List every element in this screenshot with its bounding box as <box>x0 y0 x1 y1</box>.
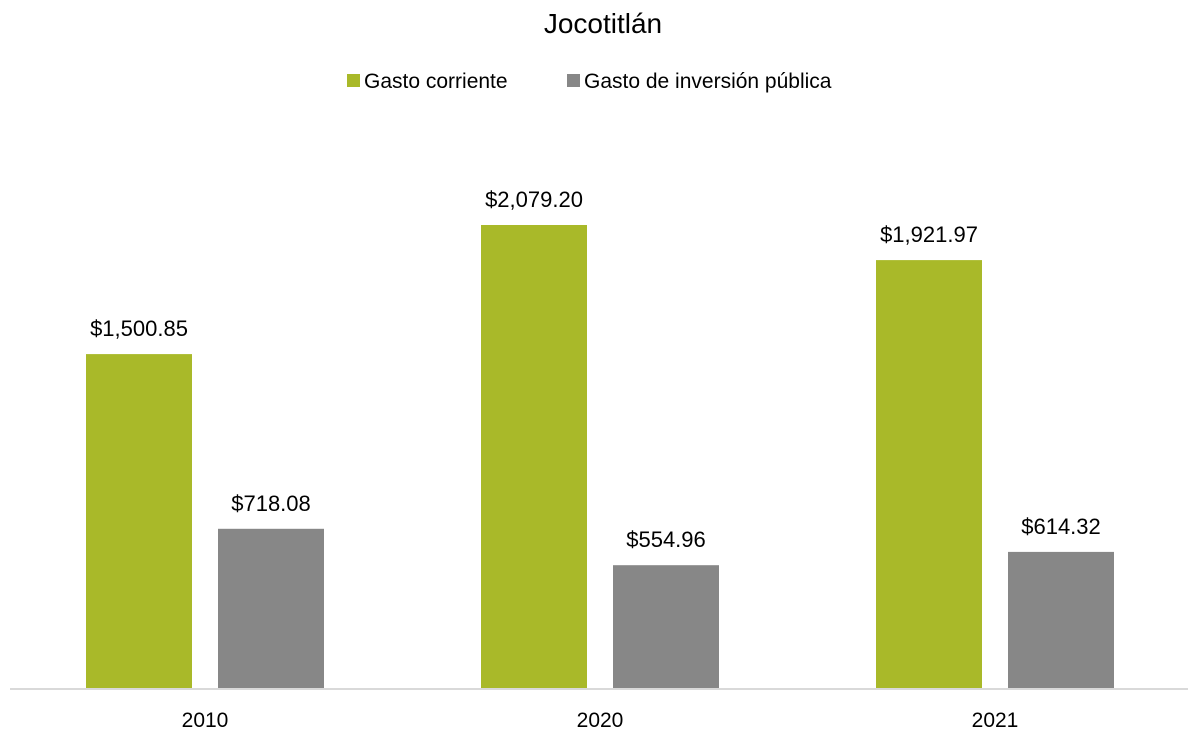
data-label: $718.08 <box>231 491 311 516</box>
bar <box>613 565 719 689</box>
bar <box>86 354 192 689</box>
legend-item: Gasto corriente <box>347 70 508 93</box>
chart-title: Jocotitlán <box>544 8 662 39</box>
data-label: $614.32 <box>1021 514 1101 539</box>
legend-label: Gasto de inversión pública <box>584 70 832 93</box>
bar-group: $2,079.20 $554.96 <box>481 187 719 689</box>
bar <box>876 260 982 689</box>
bar-groups: $1,500.85 $718.08 $2,079.20 $554.96 $1,921.9… <box>86 187 1114 689</box>
x-tick-label: 2020 <box>577 709 624 731</box>
bar-group: $1,500.85 $718.08 <box>86 316 324 689</box>
bar <box>1008 551 1114 689</box>
x-axis-tick-labels: 2010 2020 2021 <box>182 709 1019 731</box>
data-label: $1,921.97 <box>880 222 978 247</box>
bar <box>218 528 324 689</box>
chart-legend: Gasto corriente Gasto de inversión públic… <box>347 70 832 93</box>
bar <box>481 225 587 689</box>
x-tick-label: 2021 <box>972 709 1019 731</box>
bar-group: $1,921.97 $614.32 <box>876 222 1114 689</box>
legend-swatch <box>567 74 580 87</box>
x-tick-label: 2010 <box>182 709 229 731</box>
legend-label: Gasto corriente <box>364 70 508 93</box>
legend-swatch <box>347 74 360 87</box>
data-label: $2,079.20 <box>485 187 583 212</box>
data-label: $554.96 <box>626 527 706 552</box>
data-label: $1,500.85 <box>90 316 188 341</box>
legend-item: Gasto de inversión pública <box>567 70 832 93</box>
